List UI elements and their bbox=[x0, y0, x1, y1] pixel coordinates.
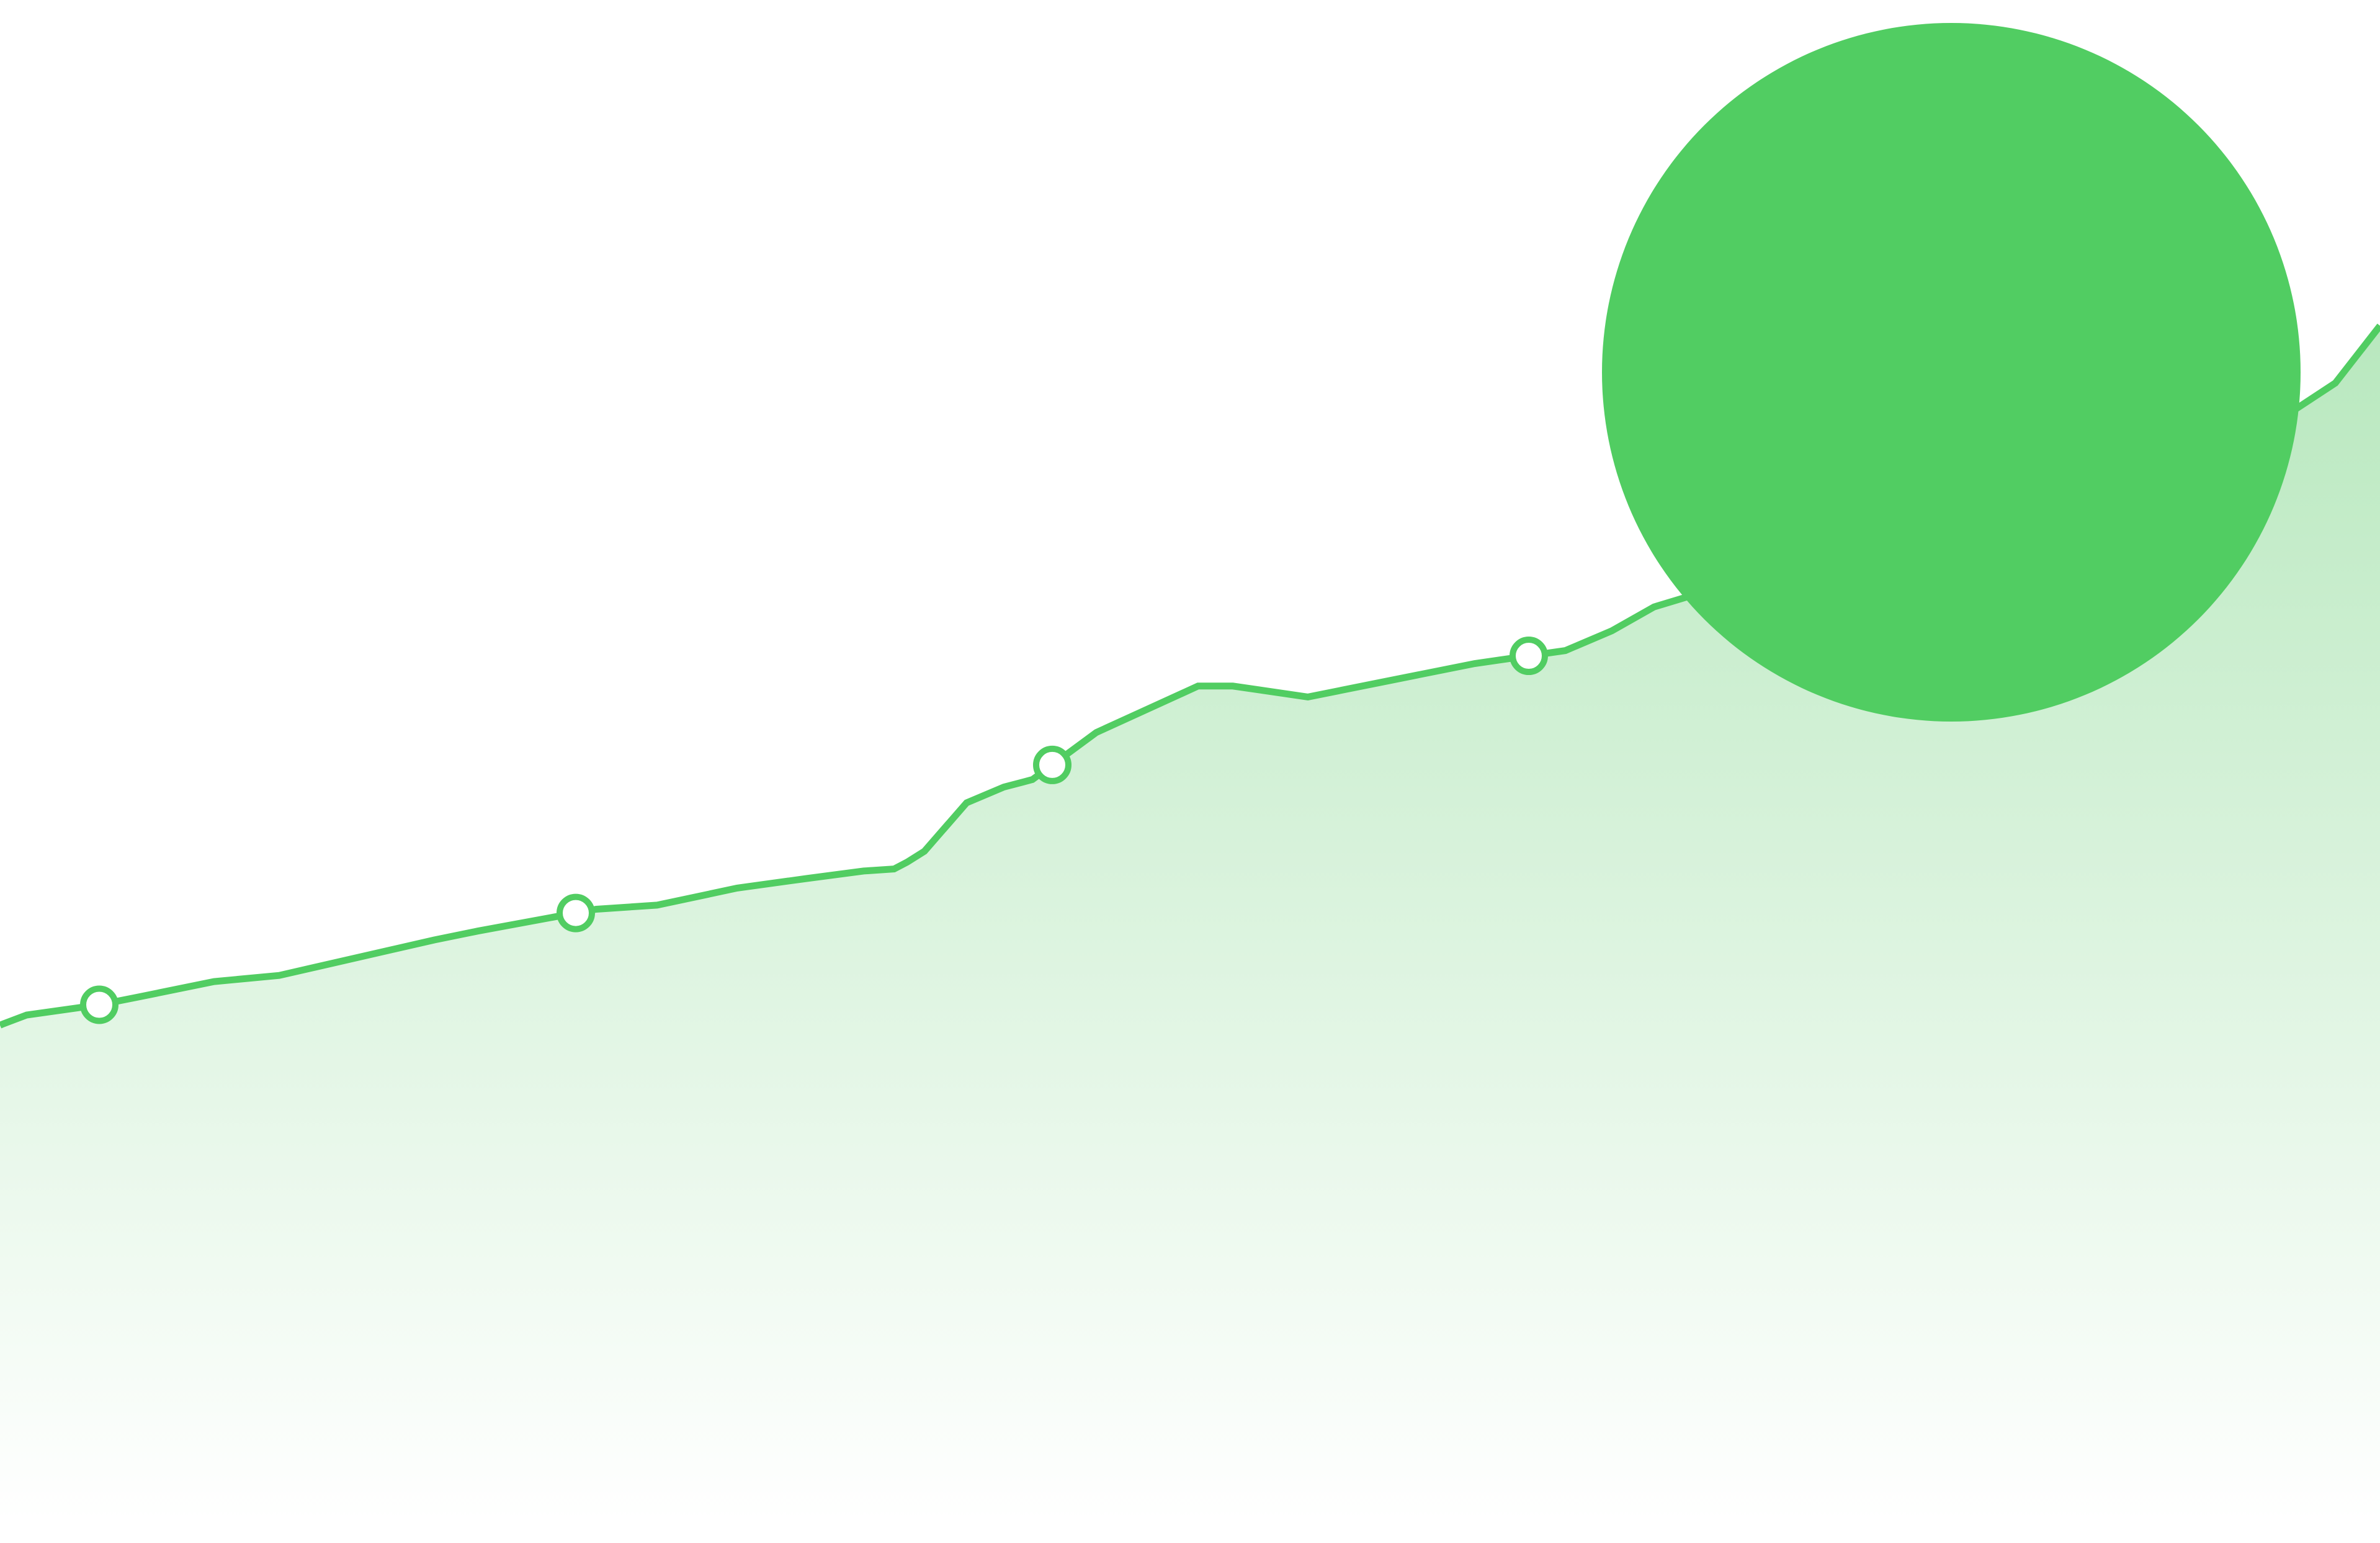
data-point-marker bbox=[1033, 745, 1071, 784]
data-point-marker bbox=[557, 893, 595, 933]
decorative-circle bbox=[1602, 23, 2301, 722]
data-point-marker bbox=[1510, 637, 1548, 676]
data-point-marker bbox=[80, 985, 119, 1024]
data-markers bbox=[80, 637, 1548, 1024]
